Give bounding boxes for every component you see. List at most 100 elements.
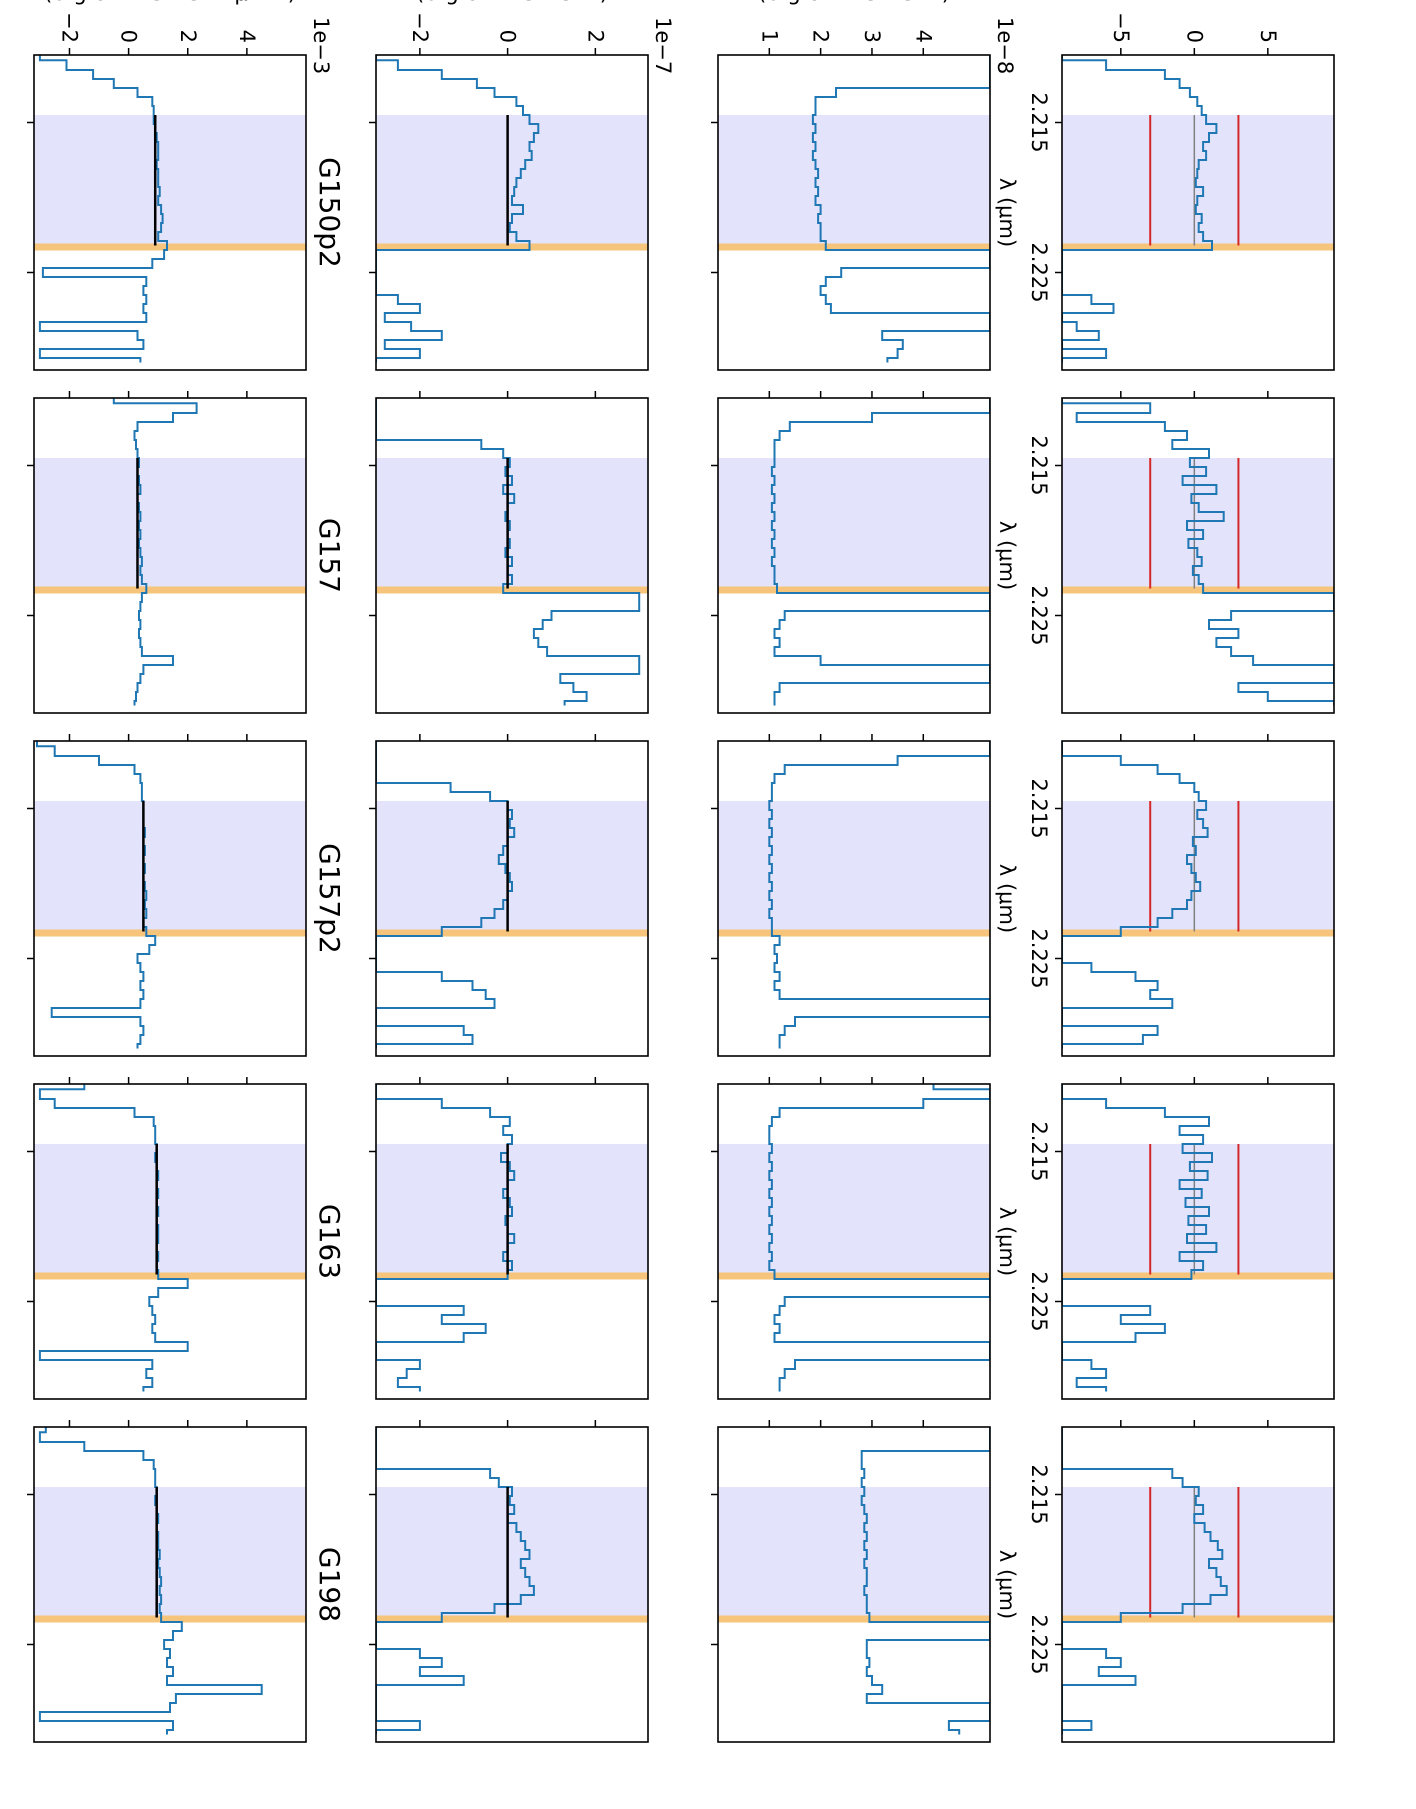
integration-band xyxy=(34,1144,306,1275)
integration-band xyxy=(376,1487,648,1618)
integration-band xyxy=(1062,1487,1334,1618)
x-tick-label: 2.225 xyxy=(1027,1614,1051,1674)
panel-snr-G163: 2.215 2.225 λ (μm) xyxy=(995,1077,1335,1400)
spectrum-G157p2 xyxy=(36,741,157,1049)
spectrum-G157 xyxy=(1062,398,1334,706)
x-axis-label: λ (μm) xyxy=(995,1550,1019,1619)
scale-label-intensity: 1e−3 xyxy=(309,17,333,74)
panel-integrated-G157p2 xyxy=(369,734,649,1057)
panel-content xyxy=(34,1084,306,1392)
panel-content xyxy=(376,1084,648,1392)
panel-content xyxy=(718,55,990,363)
axes-frame xyxy=(717,54,991,371)
y-tick-label: 0 xyxy=(117,30,141,43)
axes-frame xyxy=(717,1426,991,1743)
axes-frame xyxy=(375,740,649,1057)
panel-intensity-G150p2: 4 2 0 −2 G150p2 xyxy=(27,12,346,371)
y-axis-label-sigma: σ(erg cm⁻² s⁻¹ sr⁻¹) xyxy=(758,0,950,5)
axes-frame xyxy=(1061,54,1335,371)
panel-content xyxy=(376,55,648,363)
panel-integrated-G150p2: 2 0 −2 xyxy=(369,12,649,371)
panel-sigma-G150p2: 4 3 2 1 xyxy=(711,30,991,371)
axes-frame xyxy=(1061,740,1335,1057)
spectrum-G163 xyxy=(768,1084,990,1392)
panel-content xyxy=(1062,741,1334,1049)
spectrum-G163 xyxy=(1062,1084,1218,1392)
x-tick-label: 2.215 xyxy=(1027,1464,1051,1524)
panel-content xyxy=(718,1427,990,1735)
x-tick-label: 2.225 xyxy=(1027,928,1051,988)
y-tick-label: 5 xyxy=(1256,30,1280,43)
spectrum-G150p2 xyxy=(811,55,990,363)
y-axis-label-intensity: I_λ(erg cm⁻² s⁻¹ sr⁻¹ μm⁻¹) xyxy=(44,0,296,5)
panel-snr-G157p2: 2.215 2.225 λ (μm) xyxy=(995,734,1335,1057)
integration-band xyxy=(376,458,648,589)
panel-sigma-G157p2 xyxy=(711,734,991,1057)
y-tick-label: 3 xyxy=(860,30,884,43)
y-axis-unit: (erg cm⁻² s⁻¹ sr⁻¹ μm⁻¹) xyxy=(44,0,296,5)
panel-content xyxy=(1062,1084,1334,1392)
x-tick-label: 2.225 xyxy=(1027,585,1051,645)
axes-frame xyxy=(375,1426,649,1743)
y-tick-label: 0 xyxy=(496,30,520,43)
spectrum-G157p2 xyxy=(1062,741,1209,1049)
spectrum-G198 xyxy=(376,1427,535,1735)
axes-frame xyxy=(375,1083,649,1400)
x-axis-label: λ (μm) xyxy=(995,178,1019,247)
panel-content xyxy=(34,398,306,706)
integration-band xyxy=(376,801,648,932)
axes-frame xyxy=(33,54,307,371)
spectrum-G157p2 xyxy=(768,741,990,1049)
column-title-G150p2: G150p2 xyxy=(313,157,346,268)
y-tick-label: 4 xyxy=(235,30,259,43)
axes-frame xyxy=(717,1083,991,1400)
y-tick-label: −2 xyxy=(408,12,432,43)
integration-band xyxy=(34,458,306,589)
y-tick-label: 4 xyxy=(911,30,935,43)
integration-band xyxy=(1062,458,1334,589)
panel-content xyxy=(34,55,306,363)
x-tick-label: 2.215 xyxy=(1027,435,1051,495)
panel-content xyxy=(34,741,306,1049)
axes-frame xyxy=(1061,1083,1335,1400)
x-tick-label: 2.215 xyxy=(1027,1121,1051,1181)
y-tick-label: −5 xyxy=(1109,12,1133,43)
y-tick-label: 1 xyxy=(757,30,781,43)
axes-frame xyxy=(33,397,307,714)
x-axis-label: λ (μm) xyxy=(995,521,1019,590)
spectrum-G198 xyxy=(38,1427,263,1735)
x-tick-label: 2.215 xyxy=(1027,92,1051,152)
panel-content xyxy=(1062,398,1334,706)
panel-integrated-G163 xyxy=(369,1077,649,1400)
column-title-G163: G163 xyxy=(313,1204,346,1279)
panel-content xyxy=(718,1084,990,1392)
axes-frame xyxy=(33,1083,307,1400)
panel-content xyxy=(34,1427,306,1735)
x-tick-label: 2.215 xyxy=(1027,778,1051,838)
panel-content xyxy=(1062,55,1334,363)
axes-frame xyxy=(33,1426,307,1743)
spectrum-G157 xyxy=(770,398,990,706)
column-title-G198: G198 xyxy=(313,1547,346,1622)
panel-sigma-G198 xyxy=(711,1420,991,1743)
integration-band xyxy=(718,1144,990,1275)
integration-band xyxy=(376,115,648,246)
spectrum-G150p2 xyxy=(376,55,540,363)
y-tick-label: −2 xyxy=(57,12,81,43)
integration-band xyxy=(34,1487,306,1618)
y-tick-label: 2 xyxy=(809,30,833,43)
y-tick-label: 2 xyxy=(583,30,607,43)
integration-band xyxy=(1062,801,1334,932)
panel-sigma-G163 xyxy=(711,1077,991,1400)
panel-intensity-G157p2: G157p2 xyxy=(27,734,346,1057)
panel-content xyxy=(376,741,648,1049)
y-axis-unit: (erg cm⁻² s⁻¹ sr⁻¹) xyxy=(758,0,950,5)
column-title-G157: G157 xyxy=(313,518,346,593)
scale-label-sigma: 1e−8 xyxy=(993,17,1017,74)
panel-intensity-G157: G157 xyxy=(27,391,346,714)
integration-band xyxy=(34,115,306,246)
integration-band xyxy=(1062,1144,1334,1275)
axes-frame xyxy=(33,740,307,1057)
